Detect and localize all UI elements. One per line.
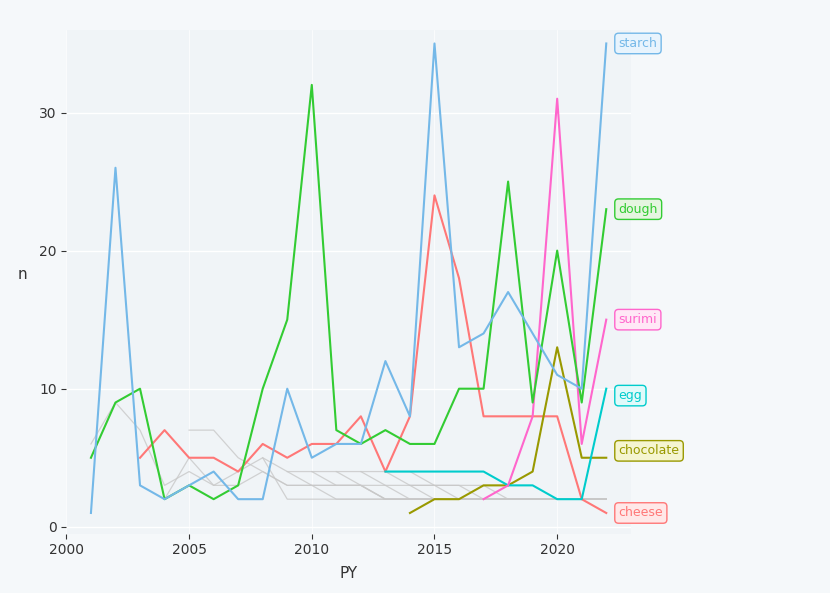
Text: dough: dough <box>618 203 658 216</box>
Text: chocolate: chocolate <box>618 444 680 457</box>
Text: egg: egg <box>618 389 642 402</box>
X-axis label: PY: PY <box>339 566 358 581</box>
Text: cheese: cheese <box>618 506 663 519</box>
Y-axis label: n: n <box>17 267 27 282</box>
Text: starch: starch <box>618 37 657 50</box>
Text: surimi: surimi <box>618 313 657 326</box>
